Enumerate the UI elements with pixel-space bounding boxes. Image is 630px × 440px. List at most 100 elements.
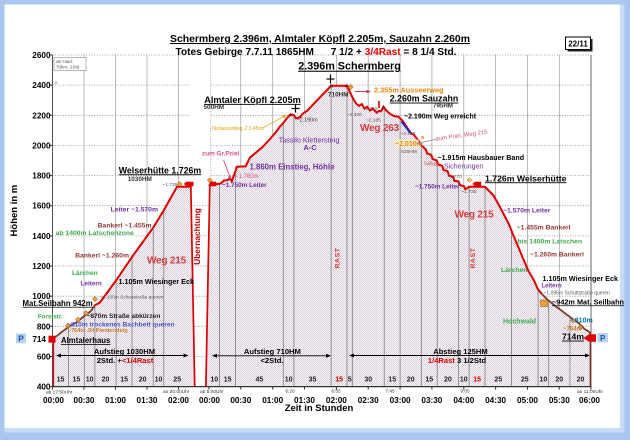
svg-text:<2Std.: <2Std.	[260, 356, 283, 365]
svg-text:P: P	[18, 334, 24, 344]
svg-text:03:30: 03:30	[421, 396, 442, 405]
svg-text:Almtalerhaus: Almtalerhaus	[61, 336, 111, 345]
svg-text:00:30: 00:30	[74, 396, 95, 405]
svg-text:04:30: 04:30	[485, 396, 506, 405]
svg-text:Totes Gebirge 7.7.11 1865HM: Totes Gebirge 7.7.11 1865HM 7 1/2 + 3/4R…	[176, 47, 457, 58]
svg-text:15: 15	[335, 377, 343, 384]
svg-text:~1.735: ~1.735	[162, 182, 177, 188]
svg-text:6:55: 6:55	[331, 389, 341, 395]
svg-text:ab 17:50Uhr: ab 17:50Uhr	[46, 390, 73, 396]
svg-text:Notausstieg 2.145m: Notausstieg 2.145m	[212, 126, 264, 132]
svg-text:25: 25	[521, 377, 529, 384]
svg-text:Schermberg 2.396m, Almtaler Kö: Schermberg 2.396m, Almtaler Köpfl 2.205m…	[170, 34, 470, 45]
svg-text:~1.760m: ~1.760m	[235, 174, 259, 180]
svg-text:~1.095m Schuttstraße queren: ~1.095m Schuttstraße queren	[544, 291, 611, 297]
svg-text:1600: 1600	[32, 202, 51, 211]
svg-text:Abstieg 125HM: Abstieg 125HM	[433, 347, 487, 356]
svg-text:1030HM: 1030HM	[128, 176, 152, 183]
svg-text:2400: 2400	[32, 81, 51, 90]
svg-text:20: 20	[407, 377, 415, 384]
svg-text:1.105m Wiesinger Eck: 1.105m Wiesinger Eck	[543, 274, 618, 283]
svg-text:1000: 1000	[32, 292, 51, 301]
svg-text:a: a	[55, 80, 58, 85]
svg-text:2000: 2000	[32, 141, 51, 150]
svg-text:710HM: 710HM	[328, 92, 349, 99]
svg-text:01:30: 01:30	[294, 396, 315, 405]
svg-text:800: 800	[37, 322, 51, 331]
svg-text:1.105m Wiesinger Eck: 1.105m Wiesinger Eck	[119, 277, 194, 286]
svg-text:2.355m Ausseerweg: 2.355m Ausseerweg	[374, 86, 444, 95]
svg-text:A-C: A-C	[303, 143, 317, 152]
svg-text:02:00: 02:00	[326, 396, 347, 405]
svg-text:01:30: 01:30	[137, 396, 158, 405]
svg-text:Tassilo Klettersteig: Tassilo Klettersteig	[279, 135, 340, 144]
svg-text:25: 25	[494, 377, 502, 384]
svg-text:¼Rast: ¼Rast	[424, 162, 440, 168]
svg-text:9:05: 9:05	[460, 389, 470, 395]
svg-text:1/4Rast 3 1/2Std: 1/4Rast 3 1/2Std	[428, 356, 487, 365]
svg-text:20: 20	[577, 377, 585, 384]
svg-text:Lärchen: Lärchen	[501, 267, 527, 274]
svg-text:15: 15	[73, 377, 81, 384]
svg-text:~764m JH Pioniersteig: ~764m JH Pioniersteig	[68, 328, 128, 334]
svg-text:02:30: 02:30	[358, 396, 379, 405]
svg-text:~810m: ~810m	[571, 318, 593, 325]
svg-text:zum Gr.Priel: zum Gr.Priel	[202, 151, 240, 158]
svg-text:~1.570m Leiter: ~1.570m Leiter	[503, 208, 551, 215]
svg-text:Sicherungen: Sicherungen	[444, 163, 483, 170]
svg-text:600: 600	[37, 353, 51, 362]
svg-text:Höhen in m: Höhen in m	[9, 185, 20, 237]
svg-text:00:30: 00:30	[230, 396, 251, 405]
svg-text:70km, 1Std.: 70km, 1Std.	[56, 65, 81, 70]
svg-text:15: 15	[120, 377, 128, 384]
svg-text:714: 714	[32, 335, 46, 344]
svg-text:~2.190m Weg erreicht: ~2.190m Weg erreicht	[404, 113, 477, 120]
svg-text:5: 5	[348, 377, 352, 384]
svg-text:400: 400	[37, 383, 51, 392]
svg-text:22/11: 22/11	[568, 40, 588, 49]
svg-text:10: 10	[460, 377, 468, 384]
svg-text:2200: 2200	[32, 111, 51, 120]
svg-text:2600: 2600	[32, 51, 51, 60]
svg-text:10: 10	[86, 377, 94, 384]
svg-text:2.260m Sauzahn: 2.260m Sauzahn	[390, 94, 458, 104]
svg-text:Weg 215: Weg 215	[455, 210, 495, 221]
svg-text:1.726m Welserhütte: 1.726m Welserhütte	[485, 173, 567, 183]
svg-text:~1.750m Leiter: ~1.750m Leiter	[415, 184, 460, 191]
svg-text:Forststr.: Forststr.	[38, 314, 63, 321]
svg-text:Leitern: Leitern	[542, 284, 562, 290]
svg-text:Weg 215: Weg 215	[147, 256, 187, 267]
svg-text:Übernachtung: Übernachtung	[192, 208, 202, 265]
svg-text:~1.915m Hausbauer Band: ~1.915m Hausbauer Band	[438, 154, 525, 162]
svg-text:20: 20	[102, 377, 110, 384]
svg-text:05:30: 05:30	[549, 396, 570, 405]
svg-text:00:00: 00:00	[199, 396, 220, 405]
svg-text:Bankerl ~1.260m: Bankerl ~1.260m	[75, 252, 129, 259]
svg-text:01:00: 01:00	[105, 396, 126, 405]
svg-text:35: 35	[309, 377, 317, 384]
svg-text:Almtaler Köpfl 2.205m: Almtaler Köpfl 2.205m	[204, 95, 301, 105]
svg-text:Mat.Seilbahn 942m: Mat.Seilbahn 942m	[23, 299, 93, 308]
svg-text:20: 20	[555, 377, 563, 384]
svg-text:10: 10	[540, 377, 548, 384]
svg-text:~1.455m Bankerl: ~1.455m Bankerl	[517, 224, 571, 231]
svg-text:~1.735: ~1.735	[462, 189, 477, 195]
svg-text:2Std. +<1/4Rast: 2Std. +<1/4Rast	[97, 356, 154, 365]
svg-text:~1.750m Leiter: ~1.750m Leiter	[222, 182, 267, 189]
svg-text:RAST: RAST	[335, 247, 342, 268]
svg-text:20: 20	[444, 377, 452, 384]
svg-text:Hochwald: Hochwald	[503, 319, 536, 326]
svg-text:15: 15	[57, 377, 65, 384]
svg-text:~810m trockenes Bachbett quere: ~810m trockenes Bachbett queren	[67, 322, 175, 329]
svg-text:~1.260m Bankerl: ~1.260m Bankerl	[530, 252, 584, 259]
svg-text:Zeit in Stunden: Zeit in Stunden	[285, 403, 354, 414]
svg-text:06:00: 06:00	[579, 396, 600, 405]
svg-text:~1.770: ~1.770	[447, 174, 462, 180]
svg-text:Aufstieg 710HM: Aufstieg 710HM	[244, 347, 301, 356]
svg-text:ab 1400m Latschenzone: ab 1400m Latschenzone	[56, 230, 134, 237]
svg-text:1800: 1800	[32, 172, 51, 181]
svg-text:1200: 1200	[32, 262, 51, 271]
svg-text:~2.300: ~2.300	[347, 112, 362, 118]
svg-text:20: 20	[139, 377, 147, 384]
svg-text:15: 15	[388, 377, 396, 384]
